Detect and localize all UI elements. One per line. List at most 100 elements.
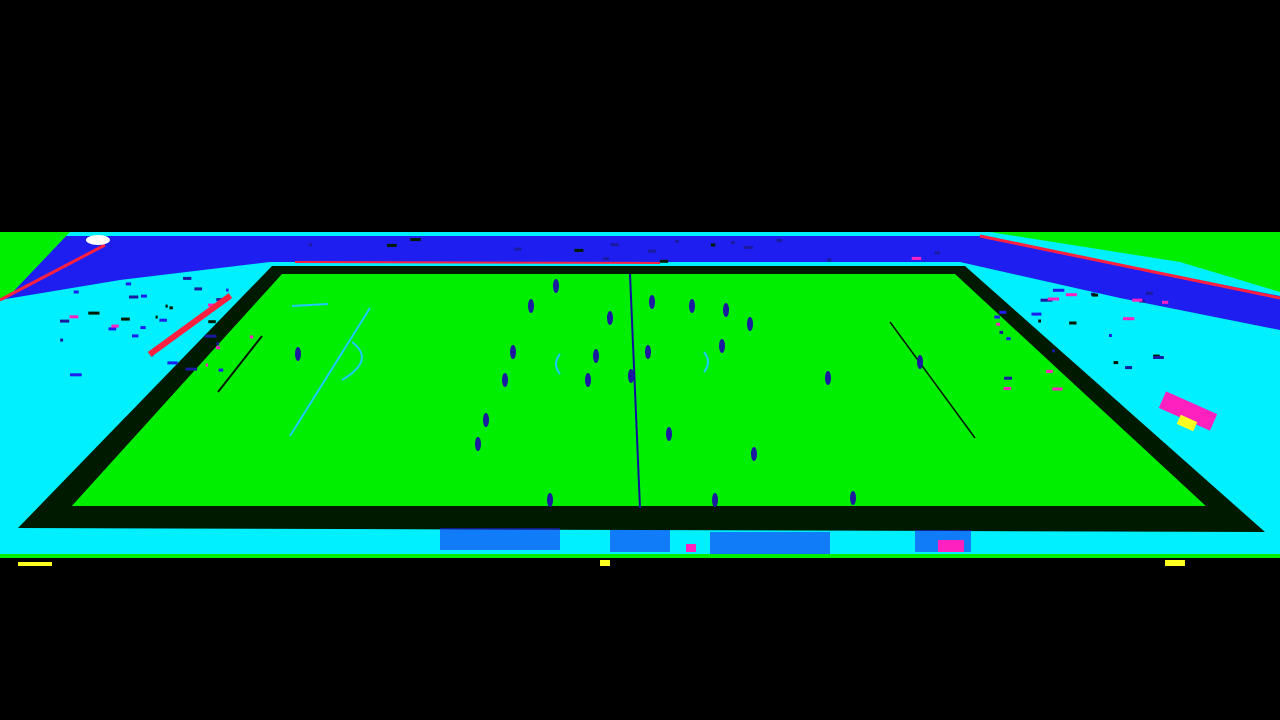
player bbox=[483, 413, 489, 427]
crowd-speck bbox=[734, 241, 744, 245]
player bbox=[712, 493, 718, 507]
crowd-speck bbox=[1125, 366, 1133, 370]
crowd-speck bbox=[132, 334, 139, 338]
crowd-speck bbox=[159, 318, 167, 322]
crowd-speck bbox=[249, 335, 254, 339]
stadium-roof-corner-left bbox=[0, 232, 70, 300]
crowd-speck bbox=[829, 247, 833, 251]
crowd-speck bbox=[1145, 291, 1153, 295]
crowd-speck bbox=[743, 245, 753, 249]
crowd-speck bbox=[596, 257, 604, 260]
stadium-sign-right bbox=[1158, 391, 1218, 432]
crowd-speck bbox=[583, 253, 593, 257]
crowd-speck bbox=[1053, 288, 1065, 292]
player bbox=[689, 299, 695, 313]
player bbox=[719, 339, 725, 353]
crowd-speck bbox=[675, 239, 679, 243]
dugout bbox=[440, 528, 560, 550]
crowd-speck bbox=[1123, 317, 1135, 321]
crowd-speck bbox=[1162, 300, 1169, 304]
crowd-speck bbox=[70, 373, 82, 377]
crowd-speck bbox=[208, 320, 216, 324]
floodlight-icon bbox=[86, 235, 110, 245]
crowd-speck bbox=[1153, 356, 1164, 359]
player bbox=[825, 371, 831, 385]
stadium-roof-corner-right bbox=[990, 232, 1280, 292]
bottom-edge-strip bbox=[0, 554, 1280, 558]
crowd-speck bbox=[795, 250, 807, 254]
penalty-line-left bbox=[289, 307, 371, 437]
crowd-speck bbox=[1004, 376, 1012, 380]
sign-highlight bbox=[1176, 414, 1198, 432]
crowd-speck bbox=[827, 258, 832, 262]
crowd-speck bbox=[1040, 298, 1053, 302]
crowd-speck bbox=[1046, 369, 1053, 373]
roof-trim-left bbox=[0, 243, 106, 302]
crowd-speck bbox=[88, 311, 100, 315]
crowd-speck bbox=[601, 257, 609, 261]
crowd-speck bbox=[216, 342, 220, 346]
pitch-markings bbox=[217, 261, 976, 509]
centre-arc-right bbox=[703, 351, 709, 373]
crowd-speck bbox=[165, 304, 168, 308]
roof-trim-right bbox=[979, 234, 1280, 300]
crowd-speck bbox=[60, 319, 70, 323]
crowd-speck bbox=[1003, 387, 1012, 390]
crowd-speck bbox=[226, 288, 229, 292]
stadium-sign-left bbox=[147, 293, 233, 357]
crowd-speck bbox=[73, 290, 79, 294]
crowd-speck bbox=[387, 243, 397, 247]
dugouts bbox=[440, 528, 971, 554]
ad-board-strip bbox=[40, 506, 1230, 514]
crowd-speck bbox=[1031, 312, 1042, 316]
crowd-speck bbox=[1038, 319, 1041, 323]
bottom-yellow-mid bbox=[600, 560, 610, 566]
crowd-speck bbox=[194, 287, 202, 291]
crowd-speck bbox=[1092, 293, 1098, 297]
crowd-specks bbox=[60, 238, 1169, 391]
crowd-speck bbox=[597, 247, 603, 251]
stadium-roof-top bbox=[0, 236, 1280, 330]
crowd-speck bbox=[527, 243, 532, 247]
crowd-speck bbox=[776, 239, 783, 243]
penalty-arc-left bbox=[341, 341, 363, 381]
player bbox=[528, 299, 534, 313]
dugout-highlight bbox=[686, 544, 696, 552]
player bbox=[585, 373, 591, 387]
crowd-speck bbox=[767, 244, 775, 248]
crowd-speck bbox=[201, 346, 210, 350]
player bbox=[553, 279, 559, 293]
player bbox=[628, 369, 634, 383]
player bbox=[666, 427, 672, 441]
players bbox=[295, 279, 923, 507]
player bbox=[607, 311, 613, 325]
crowd-speck bbox=[125, 282, 132, 286]
centre-arc-left bbox=[555, 353, 561, 375]
top-touch-marking bbox=[291, 303, 329, 307]
crowd-speck bbox=[1052, 349, 1055, 353]
crowd-speck bbox=[999, 310, 1007, 314]
player bbox=[645, 345, 651, 359]
player bbox=[649, 295, 655, 309]
player bbox=[751, 447, 757, 461]
crowd-speck bbox=[108, 327, 117, 331]
dugout bbox=[610, 530, 670, 552]
crowd-speck bbox=[710, 243, 716, 247]
player bbox=[295, 347, 301, 361]
crowd-speck bbox=[659, 259, 669, 263]
player bbox=[850, 491, 856, 505]
player bbox=[510, 345, 516, 359]
crowd-speck bbox=[155, 315, 158, 319]
crowd-speck bbox=[1065, 293, 1077, 297]
crowd-speck bbox=[359, 245, 362, 249]
crowd-speck bbox=[574, 248, 584, 252]
player bbox=[747, 317, 753, 331]
sign-panel-left bbox=[147, 293, 233, 357]
player bbox=[475, 437, 481, 451]
crowd-speck bbox=[730, 241, 736, 244]
crowd-speck bbox=[308, 243, 313, 247]
halfway-line bbox=[629, 273, 641, 509]
penalty-line-right bbox=[889, 321, 976, 439]
crowd-speck bbox=[1052, 387, 1063, 391]
